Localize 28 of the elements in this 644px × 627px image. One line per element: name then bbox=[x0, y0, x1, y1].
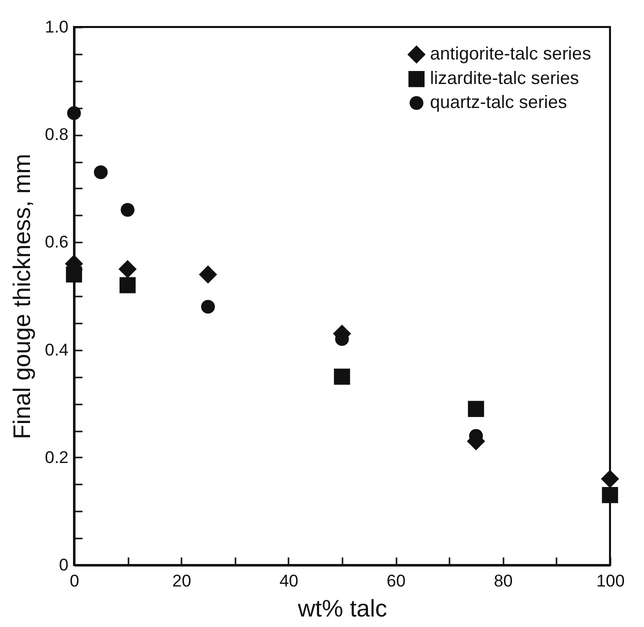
x-tick-label: 80 bbox=[494, 572, 513, 590]
point bbox=[468, 400, 484, 418]
x-tick-label: 40 bbox=[279, 572, 298, 590]
y-tick-label: 1.0 bbox=[44, 18, 68, 36]
y-tick-label: 0.8 bbox=[44, 125, 68, 144]
point bbox=[602, 487, 618, 504]
legend-label: lizardite-talc series bbox=[430, 68, 580, 88]
y-tick-label: 0 bbox=[59, 556, 68, 574]
legend-label: antigorite-talc series bbox=[430, 44, 592, 64]
x-tick-label: 100 bbox=[596, 572, 625, 590]
y-axis-title: Final gouge thickness, mm bbox=[8, 154, 36, 440]
point bbox=[198, 265, 218, 284]
point bbox=[67, 106, 81, 120]
point bbox=[334, 368, 350, 385]
legend-label: quartz-talc series bbox=[430, 92, 568, 112]
y-tick-label: 0.2 bbox=[44, 448, 68, 467]
y-tick-label: 0.6 bbox=[44, 232, 68, 252]
point bbox=[94, 165, 108, 180]
point bbox=[66, 266, 82, 283]
point bbox=[120, 203, 134, 217]
point bbox=[120, 277, 136, 294]
point bbox=[118, 260, 137, 278]
x-axis-title: wt% talc bbox=[296, 596, 388, 622]
point bbox=[201, 300, 215, 314]
point bbox=[600, 470, 620, 488]
y-tick-label: 0.4 bbox=[44, 340, 68, 360]
x-tick-label: 20 bbox=[172, 572, 192, 590]
x-tick-label: 60 bbox=[386, 572, 406, 590]
